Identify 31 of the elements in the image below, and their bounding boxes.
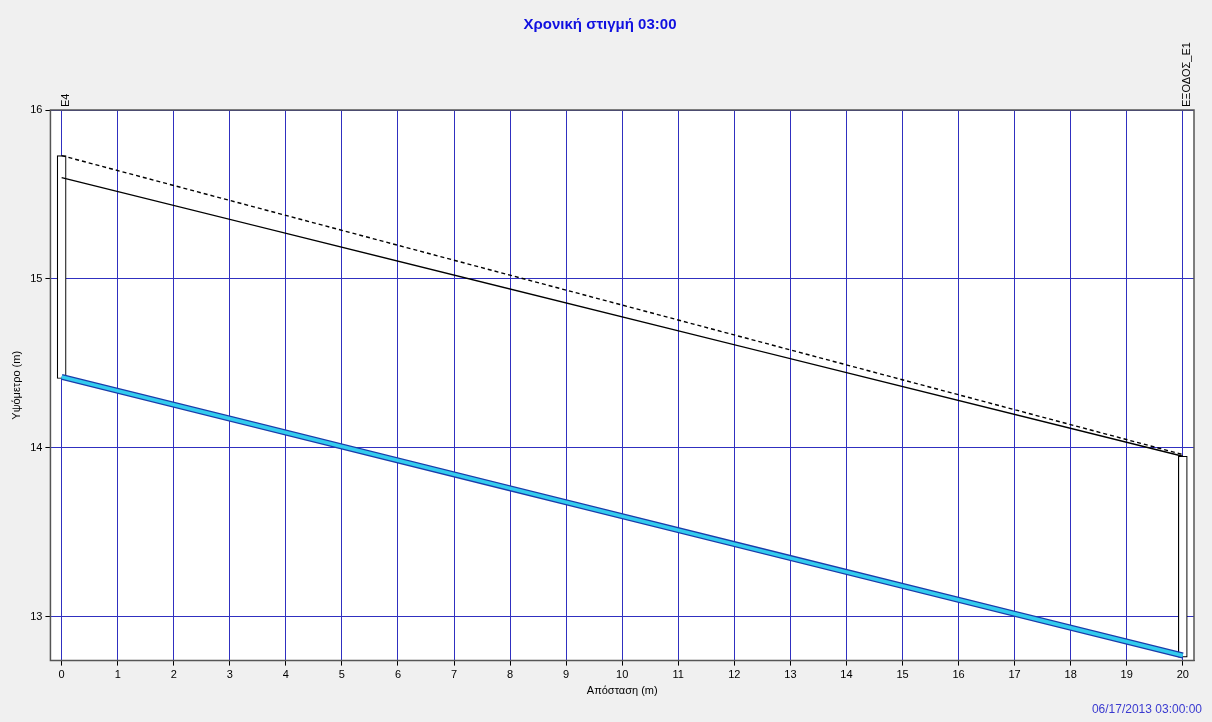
y-tick-label: 15 <box>30 271 43 284</box>
x-tick-label: 2 <box>170 668 177 681</box>
x-tick-label: 4 <box>282 668 289 681</box>
x-tick-label: 1 <box>114 668 121 681</box>
x-tick-label: 6 <box>394 668 402 681</box>
x-tick-label: 15 <box>896 668 909 681</box>
x-tick-label: 5 <box>338 668 345 681</box>
x-tick-label: 14 <box>840 668 853 681</box>
x-tick-label: 8 <box>507 668 514 681</box>
text: 06/17/2013 03:00:00 <box>1091 702 1203 717</box>
text: ΕΞΟΔΟΣ_E1 <box>1179 42 1192 107</box>
y-axis-title: Υψόμετρο (m) <box>9 350 22 420</box>
x-axis-title: Απόσταση (m) <box>586 684 658 697</box>
x-tick-label: 18 <box>1064 668 1077 681</box>
x-tick-label: 3 <box>226 668 233 681</box>
x-tick-label: 9 <box>563 668 570 681</box>
text: E4 <box>58 93 71 107</box>
x-tick-label: 17 <box>1008 668 1021 681</box>
x-tick-label: 11 <box>672 668 684 681</box>
x-tick-label: 19 <box>1120 668 1133 681</box>
y-tick-label: 16 <box>30 103 43 116</box>
chart-title: Χρονική στιγμή 03:00 <box>523 15 677 33</box>
x-tick-label: 10 <box>616 668 629 681</box>
x-tick-label: 0 <box>58 668 65 681</box>
x-tick-label: 16 <box>952 668 965 681</box>
x-tick-label: 20 <box>1176 668 1189 681</box>
x-tick-label: 7 <box>450 668 458 681</box>
y-tick-label: 13 <box>30 609 43 622</box>
x-tick-label: 12 <box>728 668 741 681</box>
y-tick-label: 14 <box>30 440 43 453</box>
x-tick-label: 13 <box>784 668 797 681</box>
